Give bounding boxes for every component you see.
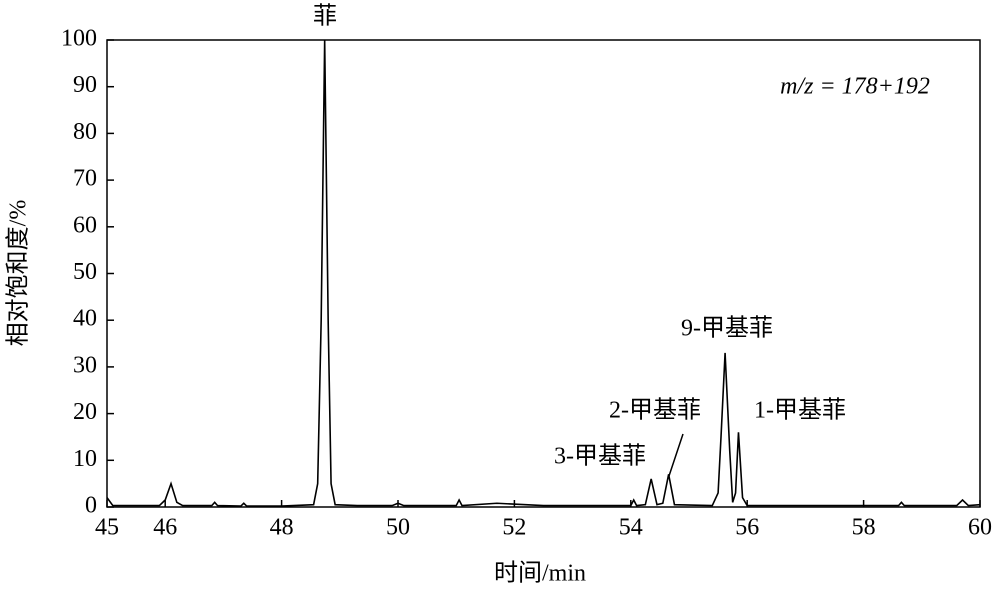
leader-line: [668, 433, 684, 477]
x-tick-label: 46: [153, 515, 177, 541]
y-tick-label: 60: [73, 212, 97, 238]
y-tick-label: 0: [85, 493, 97, 519]
y-axis-label: 相对饱和度/%: [5, 200, 32, 347]
y-tick-label: 30: [73, 352, 97, 378]
annotation: 3-甲基菲: [554, 443, 646, 470]
y-tick-label: 90: [73, 72, 97, 98]
annotation: 菲: [313, 3, 337, 30]
chromatogram-line: [106, 39, 981, 507]
y-tick-label: 50: [73, 259, 97, 285]
y-tick-label: 20: [73, 399, 97, 425]
x-tick-label: 60: [968, 515, 992, 541]
x-tick-label: 45: [95, 515, 119, 541]
y-tick-label: 40: [73, 306, 97, 332]
plot-frame: [106, 39, 981, 508]
y-tick-label: 80: [73, 119, 97, 145]
x-tick-label: 54: [619, 515, 643, 541]
x-tick-label: 56: [735, 515, 759, 541]
x-tick-label: 58: [852, 515, 876, 541]
y-tick-label: 100: [61, 26, 97, 52]
x-axis-label: 时间/min: [494, 560, 586, 587]
annotation: 1-甲基菲: [754, 397, 846, 424]
x-tick-label: 48: [270, 515, 294, 541]
annotation: 2-甲基菲: [609, 397, 701, 424]
x-tick-label: 50: [386, 515, 410, 541]
y-tick-label: 10: [73, 446, 97, 472]
annotation: 9-甲基菲: [681, 315, 773, 342]
annotation: m/z = 178+192: [780, 74, 930, 100]
y-tick-label: 70: [73, 166, 97, 192]
x-tick-label: 52: [502, 515, 526, 541]
